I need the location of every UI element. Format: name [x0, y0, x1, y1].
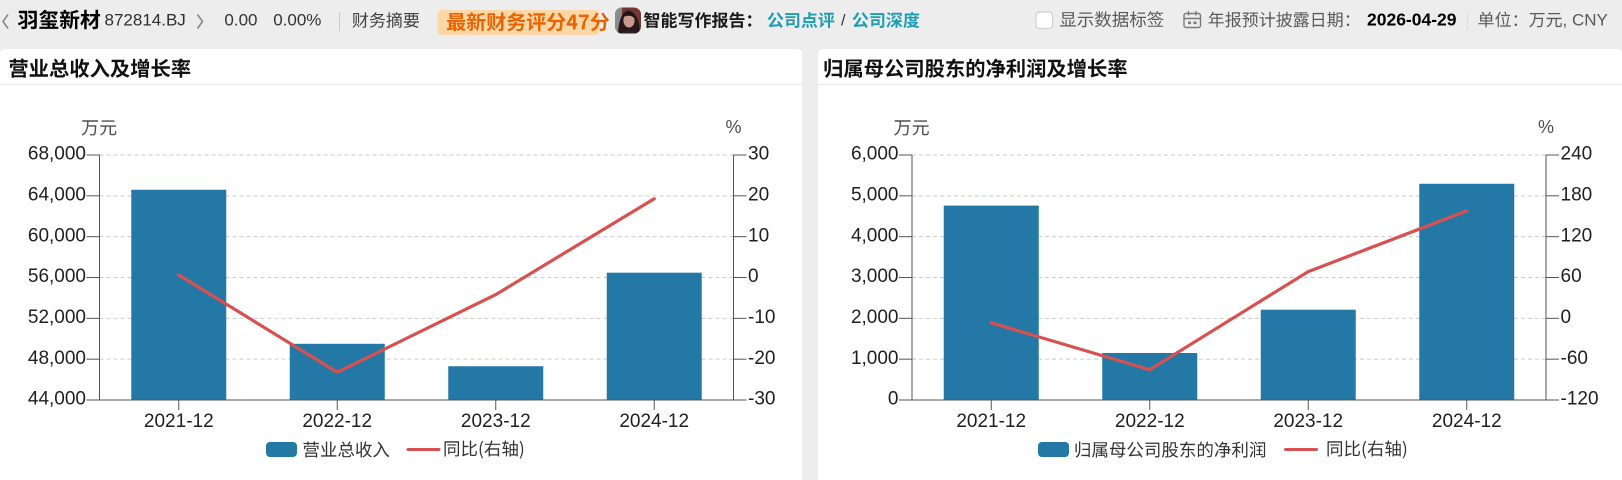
svg-text:48,000: 48,000 [28, 348, 86, 369]
svg-text:2026-04-29: 2026-04-29 [1367, 10, 1457, 30]
svg-text:0: 0 [1561, 307, 1572, 328]
svg-text:-30: -30 [748, 389, 775, 410]
svg-text:3,000: 3,000 [851, 266, 899, 287]
svg-text:872814.BJ: 872814.BJ [105, 11, 186, 30]
svg-text:68,000: 68,000 [28, 144, 86, 165]
svg-text:20: 20 [748, 184, 769, 205]
svg-text:, CNY: , CNY [1563, 11, 1608, 30]
svg-text:-60: -60 [1561, 348, 1588, 369]
svg-text:60,000: 60,000 [28, 225, 86, 246]
svg-text:1,000: 1,000 [851, 348, 899, 369]
svg-text:-10: -10 [748, 307, 775, 328]
svg-text:2023-12: 2023-12 [1273, 411, 1343, 432]
svg-text:2022-12: 2022-12 [302, 411, 372, 432]
svg-text:-20: -20 [748, 348, 775, 369]
svg-text:2022-12: 2022-12 [1115, 411, 1185, 432]
svg-text:64,000: 64,000 [28, 184, 86, 205]
svg-text:10: 10 [748, 225, 769, 246]
svg-text:2024-12: 2024-12 [1432, 411, 1502, 432]
svg-text:6,000: 6,000 [851, 144, 899, 165]
svg-text:52,000: 52,000 [28, 307, 86, 328]
svg-text:120: 120 [1561, 225, 1593, 246]
svg-text:0.00: 0.00 [224, 11, 257, 30]
svg-text:0: 0 [888, 389, 899, 410]
svg-text:240: 240 [1561, 144, 1593, 165]
svg-text:60: 60 [1561, 266, 1582, 287]
svg-text:%: % [725, 117, 741, 137]
svg-text:/: / [841, 13, 846, 30]
svg-text:2023-12: 2023-12 [461, 411, 531, 432]
svg-text:2024-12: 2024-12 [619, 411, 689, 432]
svg-text:2021-12: 2021-12 [956, 411, 1026, 432]
svg-text:180: 180 [1561, 184, 1593, 205]
svg-text:44,000: 44,000 [28, 389, 86, 410]
svg-text:0: 0 [748, 266, 759, 287]
svg-text:-120: -120 [1561, 389, 1599, 410]
svg-text:%: % [1538, 117, 1554, 137]
svg-text:0.00%: 0.00% [273, 11, 321, 30]
svg-text:30: 30 [748, 144, 769, 165]
svg-text:4,000: 4,000 [851, 225, 899, 246]
svg-text:2021-12: 2021-12 [144, 411, 214, 432]
svg-text:56,000: 56,000 [28, 266, 86, 287]
svg-text:5,000: 5,000 [851, 184, 899, 205]
svg-text:2,000: 2,000 [851, 307, 899, 328]
